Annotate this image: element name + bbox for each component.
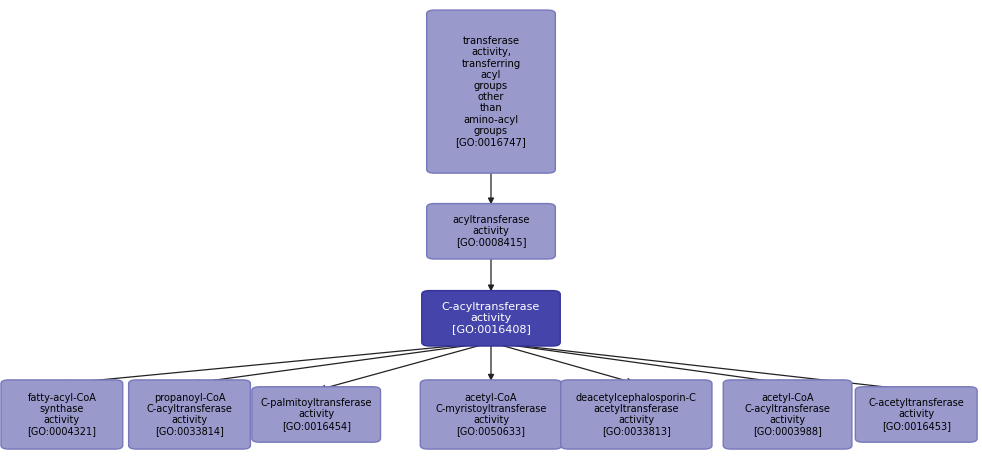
Text: C-acetyltransferase
activity
[GO:0016453]: C-acetyltransferase activity [GO:0016453… — [868, 398, 964, 431]
Text: transferase
activity,
transferring
acyl
groups
other
than
amino-acyl
groups
[GO:: transferase activity, transferring acyl … — [456, 36, 526, 147]
Text: fatty-acyl-CoA
synthase
activity
[GO:0004321]: fatty-acyl-CoA synthase activity [GO:000… — [27, 393, 96, 436]
FancyBboxPatch shape — [420, 380, 562, 449]
Text: acetyl-CoA
C-myristoyltransferase
activity
[GO:0050633]: acetyl-CoA C-myristoyltransferase activi… — [435, 393, 547, 436]
Text: C-palmitoyltransferase
activity
[GO:0016454]: C-palmitoyltransferase activity [GO:0016… — [260, 398, 372, 431]
FancyBboxPatch shape — [129, 380, 250, 449]
Text: acetyl-CoA
C-acyltransferase
activity
[GO:0003988]: acetyl-CoA C-acyltransferase activity [G… — [744, 393, 831, 436]
Text: C-acyltransferase
activity
[GO:0016408]: C-acyltransferase activity [GO:0016408] — [442, 302, 540, 334]
Text: acyltransferase
activity
[GO:0008415]: acyltransferase activity [GO:0008415] — [453, 215, 529, 247]
FancyBboxPatch shape — [421, 291, 560, 346]
FancyBboxPatch shape — [855, 387, 977, 442]
FancyBboxPatch shape — [426, 203, 556, 259]
FancyBboxPatch shape — [723, 380, 852, 449]
Text: propanoyl-CoA
C-acyltransferase
activity
[GO:0033814]: propanoyl-CoA C-acyltransferase activity… — [146, 393, 233, 436]
FancyBboxPatch shape — [426, 10, 556, 173]
FancyBboxPatch shape — [561, 380, 712, 449]
Text: deacetylcephalosporin-C
acetyltransferase
activity
[GO:0033813]: deacetylcephalosporin-C acetyltransferas… — [575, 393, 697, 436]
FancyBboxPatch shape — [251, 387, 381, 442]
FancyBboxPatch shape — [1, 380, 123, 449]
